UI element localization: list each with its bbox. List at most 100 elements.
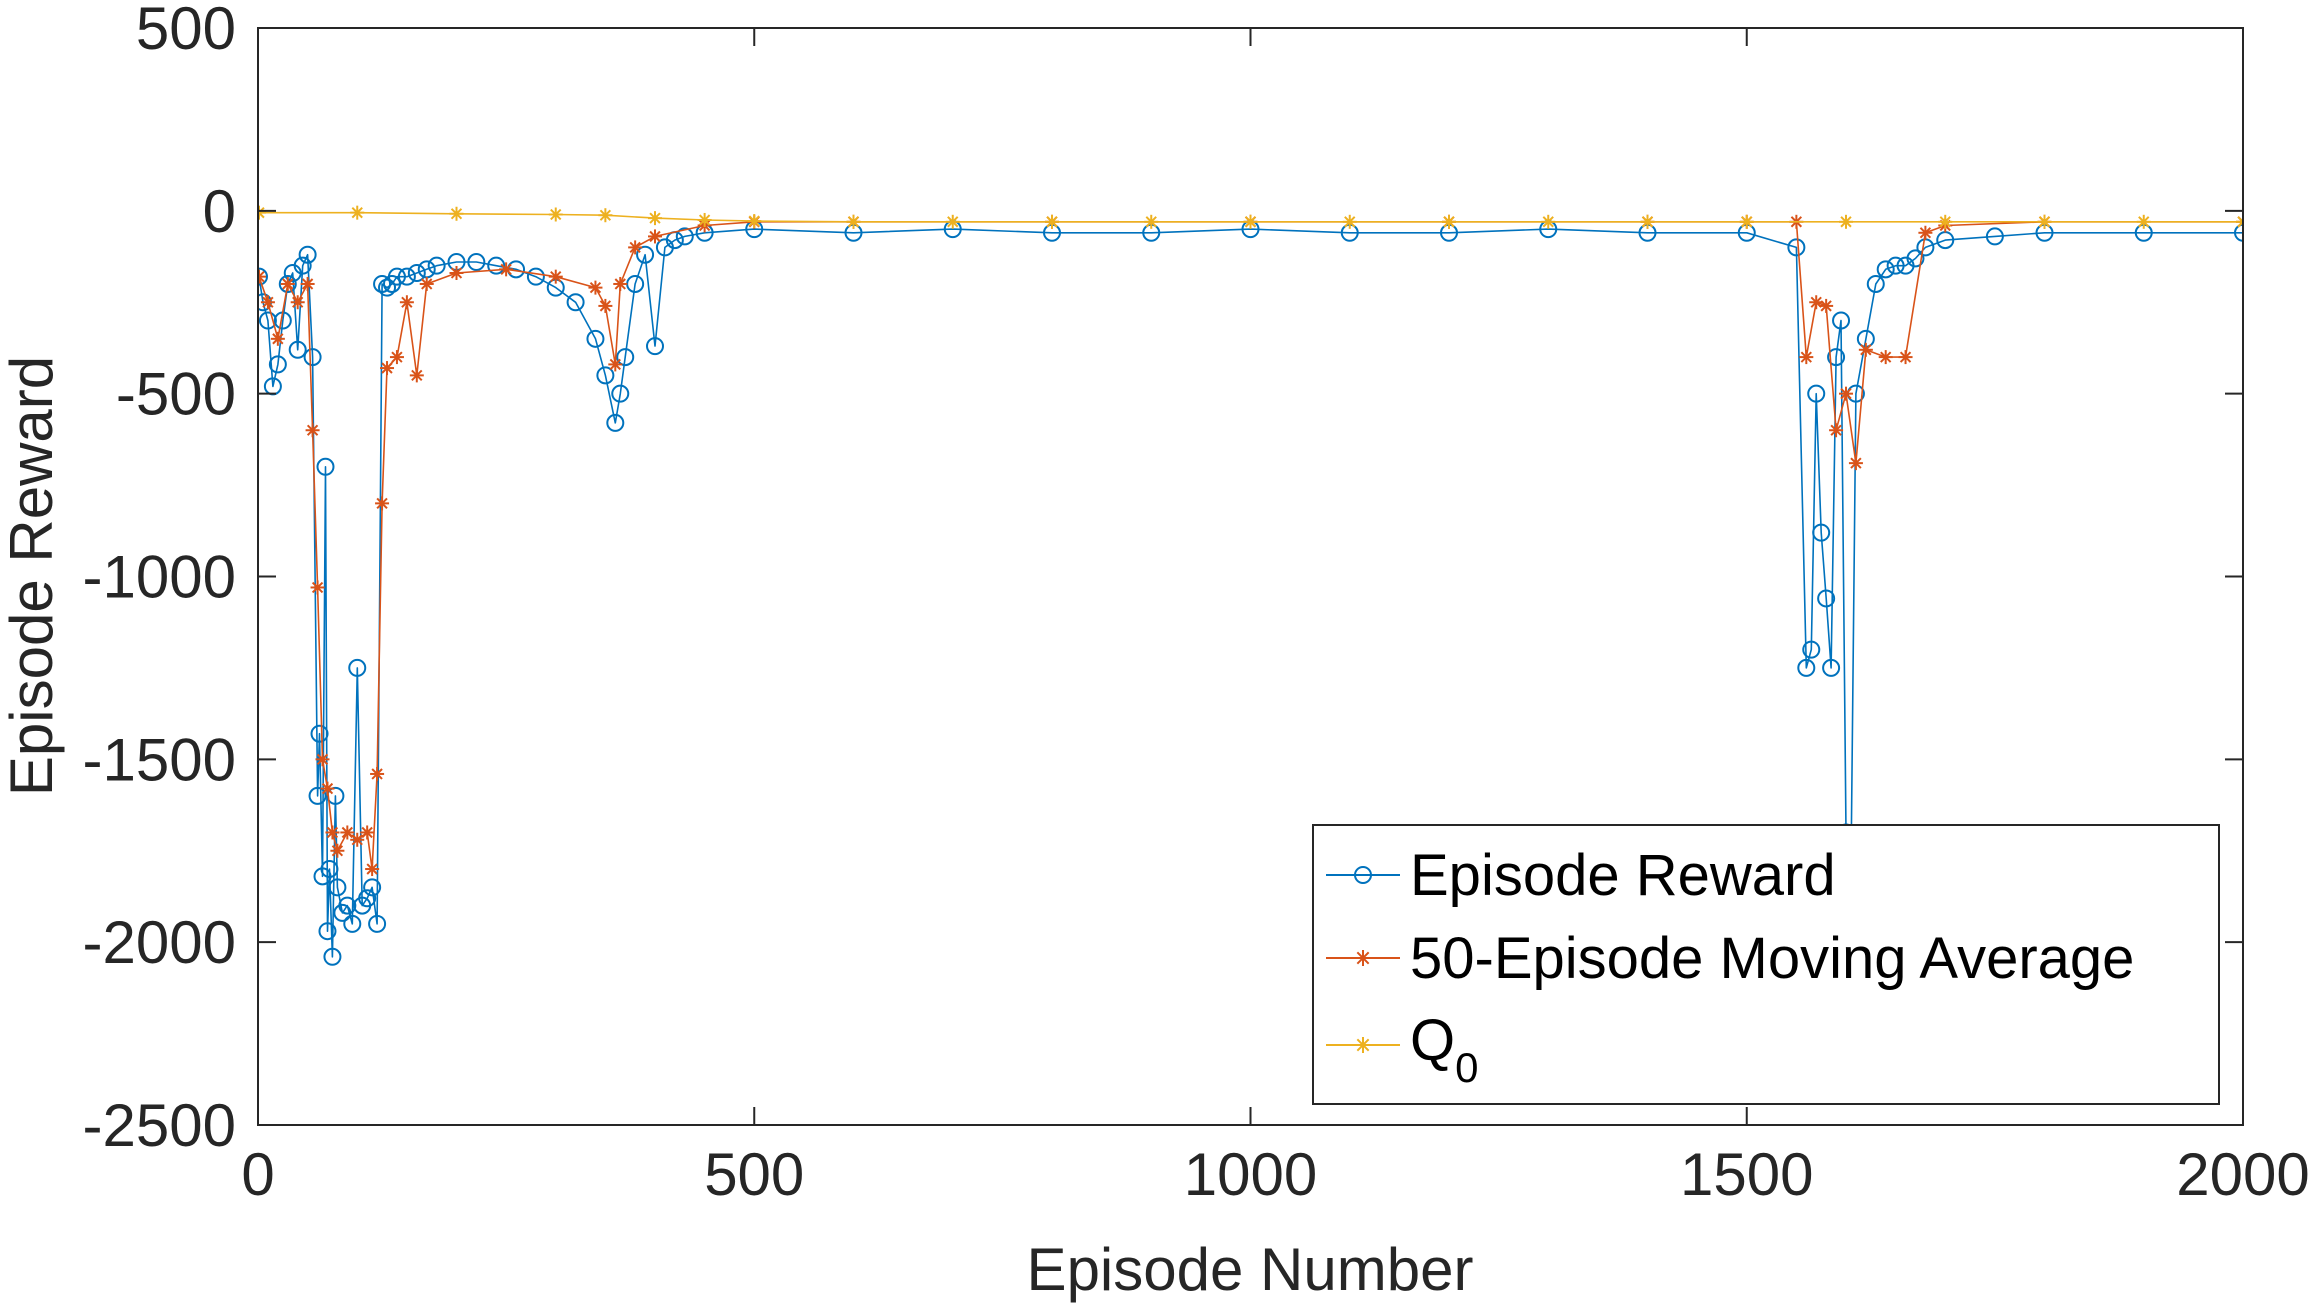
data-point-50-episode-moving-average bbox=[1858, 342, 1873, 357]
y-tick-label: 500 bbox=[136, 0, 236, 62]
data-point-50-episode-moving-average bbox=[613, 276, 628, 291]
data-point-episode-reward bbox=[363, 878, 382, 897]
data-point-50-episode-moving-average bbox=[310, 580, 325, 595]
data-point-episode-reward bbox=[387, 267, 406, 286]
data-point-episode-reward bbox=[278, 274, 297, 293]
data-point-50-episode-moving-average bbox=[648, 229, 662, 244]
x-tick-label: 0 bbox=[241, 1141, 274, 1208]
legend: Episode Reward 50-Episode Moving Average… bbox=[1312, 824, 2220, 1105]
data-point-50-episode-moving-average bbox=[409, 368, 424, 383]
data-point-50-episode-moving-average bbox=[1799, 350, 1814, 365]
data-point-50-episode-moving-average bbox=[365, 862, 380, 877]
y-tick-label: 0 bbox=[203, 178, 236, 245]
data-point-50-episode-moving-average bbox=[370, 766, 385, 781]
data-point-episode-reward bbox=[616, 348, 635, 367]
data-point-50-episode-moving-average bbox=[1898, 350, 1913, 365]
data-point-q-0 bbox=[1938, 214, 1953, 229]
data-point-50-episode-moving-average bbox=[1848, 456, 1863, 471]
data-point-50-episode-moving-average bbox=[628, 240, 643, 255]
data-point-50-episode-moving-average bbox=[350, 832, 365, 847]
data-point-episode-reward bbox=[326, 786, 345, 805]
data-point-episode-reward bbox=[1797, 658, 1816, 677]
data-point-q-0 bbox=[2136, 214, 2151, 229]
legend-label-q0-sub: 0 bbox=[1455, 1044, 1478, 1091]
data-point-q-0 bbox=[648, 211, 662, 226]
data-point-episode-reward bbox=[378, 278, 397, 297]
data-point-episode-reward bbox=[318, 922, 337, 941]
data-point-50-episode-moving-average bbox=[375, 496, 390, 511]
data-point-50-episode-moving-average bbox=[499, 262, 514, 277]
data-point-episode-reward bbox=[407, 263, 426, 282]
data-point-episode-reward bbox=[2234, 223, 2243, 242]
data-point-episode-reward bbox=[566, 293, 585, 312]
data-point-q-0 bbox=[449, 206, 464, 221]
data-point-q-0 bbox=[1144, 214, 1159, 229]
data-point-episode-reward bbox=[328, 878, 347, 897]
data-point-episode-reward bbox=[526, 267, 545, 286]
data-point-q-0 bbox=[1839, 214, 1853, 229]
data-point-episode-reward bbox=[308, 786, 327, 805]
data-point-q-0 bbox=[2236, 214, 2243, 229]
legend-swatch-average-marker bbox=[1355, 950, 1371, 966]
data-point-q-0 bbox=[945, 214, 960, 229]
data-point-50-episode-moving-average bbox=[399, 295, 414, 310]
x-axis-label: Episode Number bbox=[1027, 1236, 1474, 1303]
data-point-episode-reward bbox=[1866, 274, 1885, 293]
data-point-episode-reward bbox=[1802, 640, 1821, 659]
x-axis: 0 500 1000 1500 2000 bbox=[241, 28, 2310, 1208]
data-point-episode-reward bbox=[323, 947, 342, 966]
data-point-50-episode-moving-average bbox=[598, 298, 613, 313]
data-point-episode-reward bbox=[1822, 658, 1841, 677]
data-point-50-episode-moving-average bbox=[340, 825, 355, 840]
legend-label-q0-main: Q bbox=[1410, 1008, 1455, 1073]
data-point-50-episode-moving-average bbox=[1819, 298, 1834, 313]
x-tick-label: 1000 bbox=[1184, 1141, 1317, 1208]
data-point-50-episode-moving-average bbox=[305, 423, 320, 438]
data-point-episode-reward bbox=[596, 366, 615, 385]
data-point-q-0 bbox=[846, 214, 861, 229]
legend-label-q0: Q0 bbox=[1410, 1008, 1478, 1091]
data-point-episode-reward bbox=[258, 311, 277, 330]
data-point-episode-reward bbox=[427, 256, 446, 275]
data-point-episode-reward bbox=[373, 274, 392, 293]
legend-box bbox=[1312, 824, 2220, 1105]
data-point-q-0 bbox=[1739, 214, 1754, 229]
y-tick-label: -2500 bbox=[83, 1092, 236, 1159]
y-axis-label: Episode Reward bbox=[0, 356, 65, 796]
y-tick-label: -500 bbox=[116, 361, 236, 428]
data-point-episode-reward bbox=[343, 914, 362, 933]
data-point-q-0 bbox=[548, 207, 563, 222]
data-point-50-episode-moving-average bbox=[300, 276, 315, 291]
data-point-episode-reward bbox=[1812, 523, 1831, 542]
data-point-50-episode-moving-average bbox=[419, 276, 434, 291]
data-point-episode-reward bbox=[1817, 589, 1836, 608]
data-point-episode-reward bbox=[1827, 348, 1846, 367]
data-point-50-episode-moving-average bbox=[449, 265, 464, 280]
legend-swatch-q0-marker bbox=[1355, 1037, 1371, 1053]
x-tick-label: 2000 bbox=[2176, 1141, 2309, 1208]
data-point-episode-reward bbox=[606, 413, 625, 432]
data-point-episode-reward bbox=[288, 340, 307, 359]
data-point-50-episode-moving-average bbox=[280, 276, 295, 291]
data-point-episode-reward bbox=[1832, 311, 1851, 330]
legend-swatch-reward-marker bbox=[1354, 866, 1372, 884]
data-point-50-episode-moving-average bbox=[380, 361, 395, 376]
data-point-episode-reward bbox=[320, 860, 339, 879]
y-tick-label: -1000 bbox=[83, 544, 236, 611]
data-point-episode-reward bbox=[397, 267, 416, 286]
data-point-50-episode-moving-average bbox=[608, 357, 623, 372]
data-point-50-episode-moving-average bbox=[330, 843, 345, 858]
data-point-episode-reward bbox=[368, 914, 387, 933]
data-point-50-episode-moving-average bbox=[389, 350, 404, 365]
legend-label-reward: Episode Reward bbox=[1410, 843, 1836, 908]
data-point-q-0 bbox=[350, 205, 365, 220]
data-point-episode-reward bbox=[316, 457, 335, 476]
data-point-50-episode-moving-average bbox=[1829, 423, 1844, 438]
data-point-50-episode-moving-average bbox=[325, 825, 340, 840]
data-point-q-0 bbox=[1640, 214, 1655, 229]
data-point-episode-reward bbox=[467, 253, 486, 272]
data-point-episode-reward bbox=[636, 245, 655, 264]
series-line-episode-reward bbox=[258, 228, 2243, 958]
data-point-episode-reward bbox=[1876, 260, 1895, 279]
